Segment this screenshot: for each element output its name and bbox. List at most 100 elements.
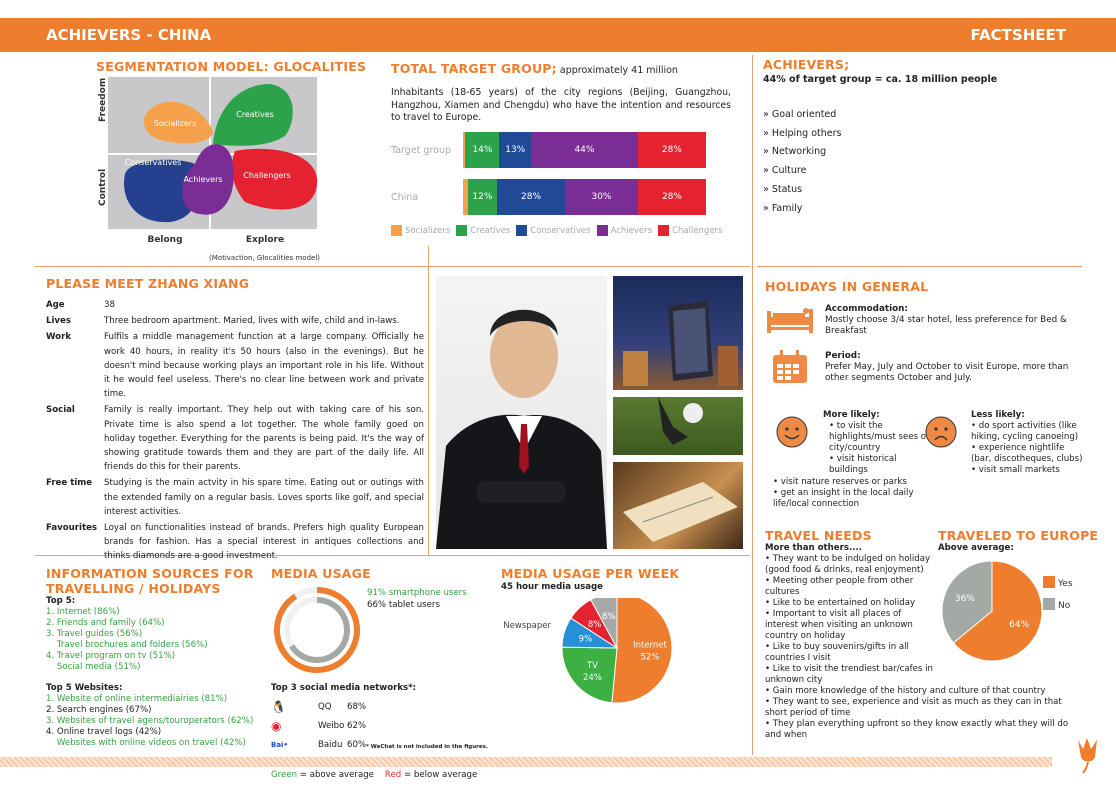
persona-row: Work Fulfils a middle management function…: [46, 330, 424, 401]
legend-item: Challengers: [658, 225, 722, 236]
legend-swatch: [516, 225, 528, 236]
persona-row: Social Family is really important. They h…: [46, 403, 424, 474]
slice-label: TV: [586, 661, 598, 671]
less-likely-item: • do sport activities (like hiking, cycl…: [971, 421, 1079, 442]
persona-value: Three bedroom apartment. Maried, lives w…: [104, 316, 400, 327]
network-name: Baidu: [318, 739, 343, 750]
less-likely-item: • experience nightlife (bar, discotheque…: [971, 443, 1083, 464]
header-bar: ACHIEVERS - CHINA FACTSHEET: [0, 18, 1116, 52]
accommodation-label: Accommodation:: [825, 304, 908, 314]
persona-row: Lives Three bedroom apartment. Maried, li…: [46, 314, 424, 328]
info-source-item: 3. Travel guides (56%): [46, 629, 143, 639]
bar-row: China 12% 28% 30% 28%: [391, 179, 706, 215]
info-source-item: 2. Friends and family (64%): [46, 618, 165, 628]
factsheet-label: FACTSHEET: [970, 26, 1066, 44]
axis-label-freedom: Freedom: [98, 78, 108, 122]
more-likely-item: • visit historical buildings: [829, 454, 897, 475]
bar-segment: 12%: [467, 179, 498, 215]
target-subtitle: approximately 41 million: [559, 65, 678, 76]
period-text: Prefer May, July and October to visit Eu…: [825, 362, 1069, 383]
legend-item: Creatives: [456, 225, 510, 236]
achievers-traits: » Goal oriented » Helping others » Network…: [763, 106, 841, 218]
network-name: Weibo: [318, 720, 345, 731]
website-item: 4. Online travel logs (42%): [46, 727, 162, 737]
bottom-stripe: [0, 757, 1052, 767]
axis-label-control: Control: [98, 169, 108, 206]
network-name: QQ: [318, 701, 332, 712]
slice-value: 8%: [588, 620, 602, 630]
info-title: INFORMATION SOURCES FOR TRAVELLING / HOLI…: [46, 566, 254, 596]
social-label: Top 3 social media networks*:: [271, 683, 417, 693]
target-heading: TOTAL TARGET GROUP; approximately 41 mil…: [391, 61, 678, 76]
website-item: 1. Website of online intermediairies (81…: [46, 694, 228, 704]
bar-segment: 30%: [565, 179, 638, 215]
bar-segment: [463, 132, 466, 168]
baidu-icon: Bai•: [271, 740, 288, 749]
target-title: TOTAL TARGET GROUP;: [391, 61, 557, 76]
persona-title: PLEASE MEET ZHANG XIANG: [46, 276, 250, 291]
europe-subtitle: Above average:: [938, 543, 1014, 553]
achievers-share: 44% of target group = ca. 18 million peo…: [763, 74, 998, 85]
europe-pie-chart: 64% Yes 36% No: [941, 560, 1073, 662]
bar-segment: 28%: [637, 132, 706, 168]
persona-value: Loyal on functionalities instead of bran…: [104, 523, 424, 562]
bar-segment: 13%: [499, 132, 532, 168]
persona-row: Favourites Loyal on functionalities inste…: [46, 521, 424, 564]
more-likely-label: More likely:: [823, 410, 880, 420]
bar-row: Target group 14% 13% 44% 28%: [391, 132, 706, 168]
network-row: 🐧 QQ 68%: [271, 697, 366, 716]
smartphone-ring: [274, 587, 360, 673]
period-label: Period:: [825, 351, 861, 361]
top5-label: Top 5:: [46, 596, 76, 606]
divider: [35, 266, 750, 267]
bar-category: China: [391, 191, 419, 203]
trait-item: » Goal oriented: [763, 109, 837, 120]
bed-icon: [767, 308, 813, 333]
segment-label: Achievers: [183, 175, 222, 184]
bar-segment: 44%: [531, 132, 638, 168]
device-usage-rings: [274, 587, 360, 673]
divider: [35, 555, 750, 556]
persona-key: Free time: [46, 478, 93, 489]
legend-red: Red: [384, 770, 402, 780]
book-photo: [613, 462, 743, 549]
legend-swatch: [391, 225, 402, 236]
portrait-photo: [436, 276, 607, 549]
legend-item: Socializers: [391, 225, 450, 236]
legend-item: Conservatives: [516, 225, 591, 236]
bar-segment: 28%: [637, 179, 706, 215]
smartphone-users: 91% smartphone users: [367, 588, 467, 598]
persona-value: Fulfils a middle management function at …: [104, 332, 424, 400]
footnote: * WeChat is not included in the figures.: [366, 744, 488, 750]
divider: [428, 246, 429, 556]
segmentation-title: SEGMENTATION MODEL: GLOCALITIES: [96, 59, 367, 74]
trait-item: » Status: [763, 183, 803, 195]
travel-need-item: • They want to see, experience and visit…: [765, 697, 1062, 718]
golf-photo: [613, 397, 743, 455]
europe-title: TRAVELED TO EUROPE: [938, 528, 1099, 543]
websites-list: 1. Website of online intermediairies (81…: [46, 694, 253, 749]
website-item: 3. Websites of travel agens/touroperator…: [46, 716, 254, 726]
top5-list: 1. Internet (86%) 2. Friends and family (…: [46, 607, 208, 673]
period: Period: Prefer May, July and October to v…: [825, 351, 1083, 384]
travel-need-item: • Like to buy souvenirs/gifts in all cou…: [765, 642, 909, 663]
persona-value: Family is really important. They help ou…: [104, 405, 424, 473]
legend-swatch: [658, 225, 670, 236]
segment-label: Challengers: [243, 171, 290, 180]
website-item: 2. Search engines (67%): [46, 705, 152, 715]
persona-key: Work: [46, 332, 72, 343]
info-title-line: TRAVELLING / HOLIDAYS: [46, 581, 221, 596]
legend-swatch: [1043, 598, 1055, 610]
divider: [752, 55, 753, 755]
legend-label: Conservatives: [530, 226, 591, 236]
more-likely-item: • visit nature reserves or parks: [773, 477, 907, 487]
travel-need-item: • They want to be indulged on holiday (g…: [765, 554, 931, 575]
travel-need-item: • Like to be entertained on holiday: [765, 598, 916, 608]
more-likely-item: • get an insight in the local daily life…: [773, 488, 914, 509]
persona-key: Age: [46, 300, 65, 310]
accommodation: Accommodation: Mostly choose 3/4 star hot…: [825, 304, 1080, 337]
slice-value: 64%: [1009, 620, 1029, 630]
media-pie-chart: Internet52%TV24%9%Newspaper8%Radio8%Maga…: [503, 598, 673, 704]
axis-label-explore: Explore: [246, 235, 284, 245]
pie-slice: [561, 646, 618, 704]
